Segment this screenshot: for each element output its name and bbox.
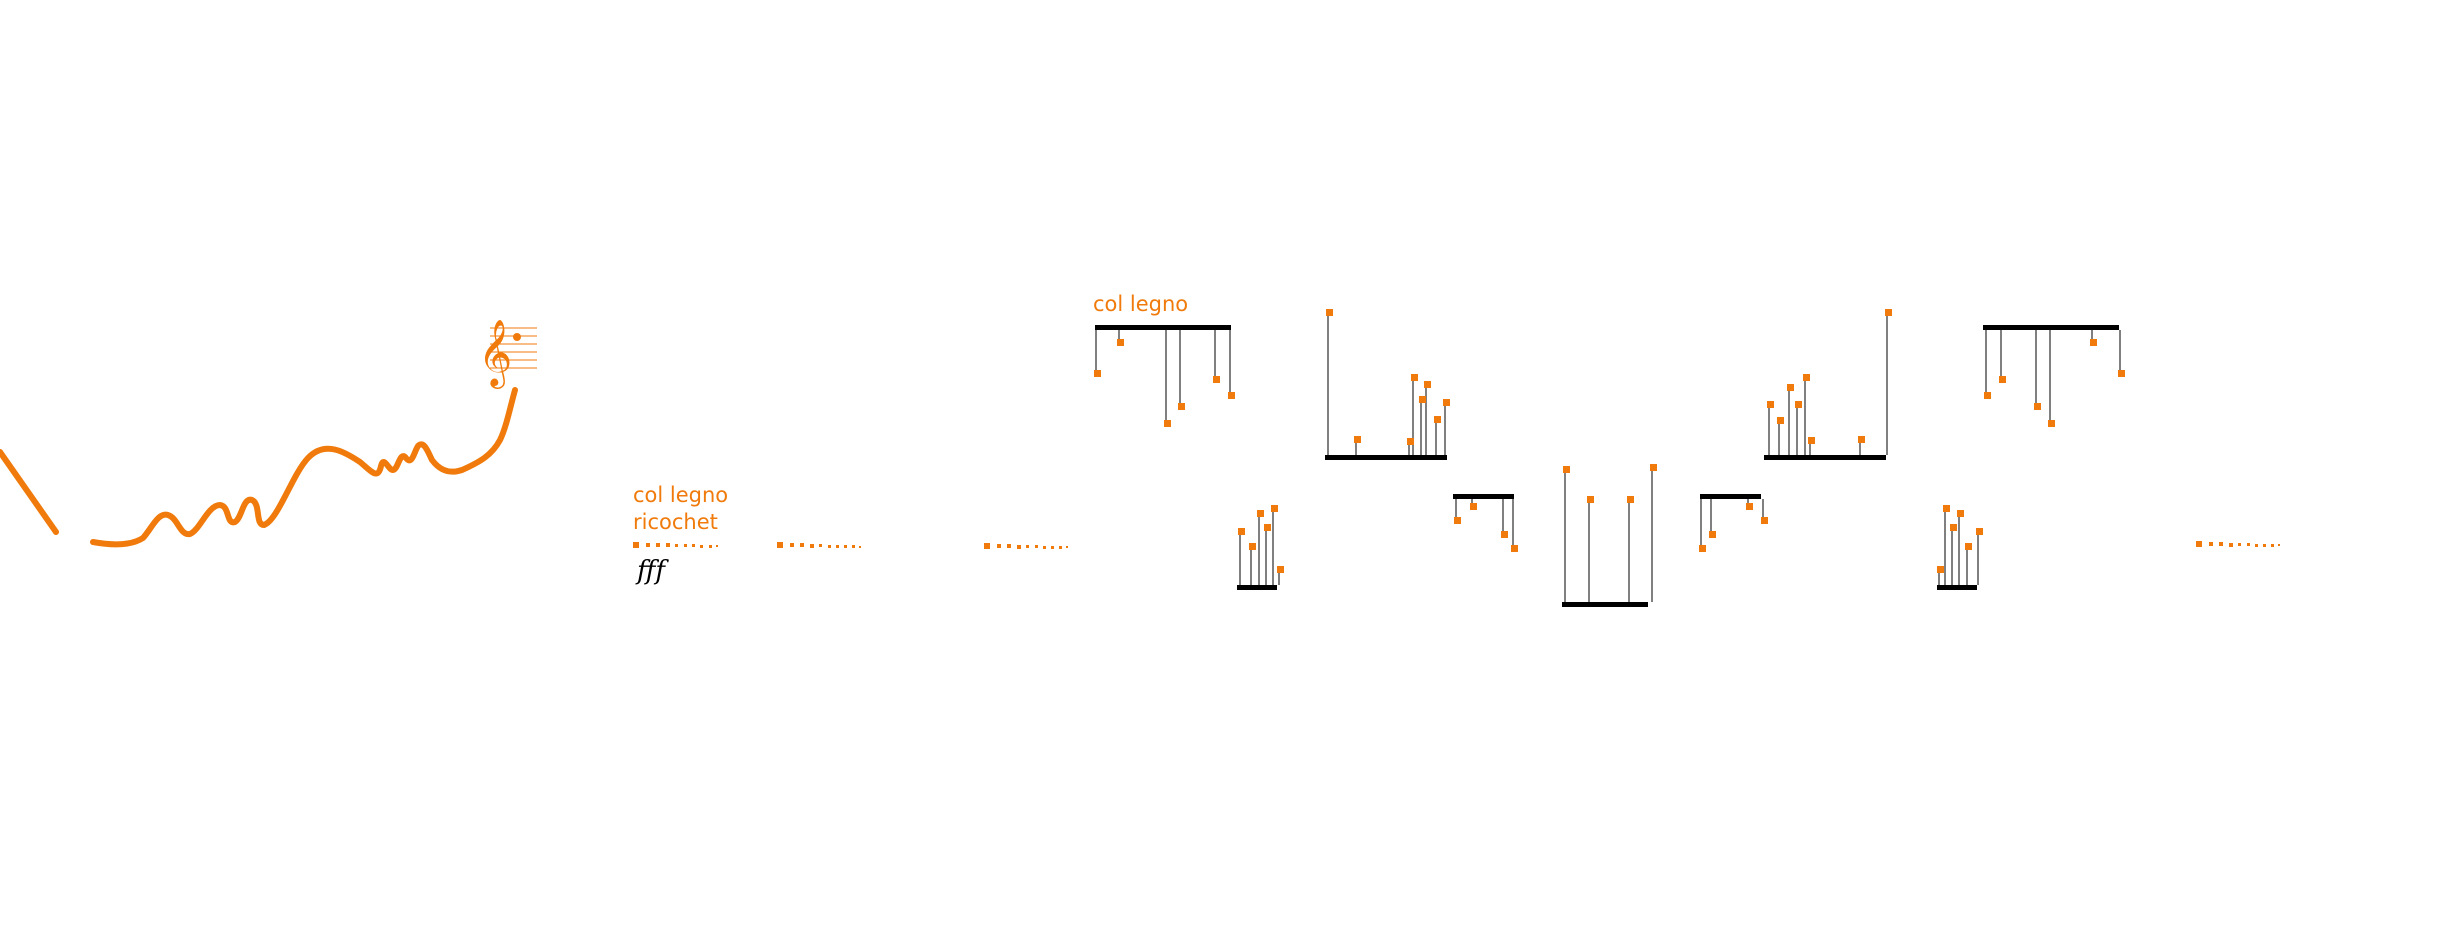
treble-clef-staff	[490, 327, 537, 369]
treble-clef-icon: 𝄞	[478, 318, 512, 389]
beam	[1983, 325, 2119, 330]
note-group	[1094, 325, 1235, 427]
note-group	[1699, 494, 1768, 552]
beam	[1562, 602, 1648, 607]
note-group	[1562, 464, 1657, 607]
ricochet-run	[777, 542, 861, 548]
note-group	[1453, 494, 1518, 552]
note-group	[1983, 325, 2125, 427]
beam	[1237, 585, 1277, 590]
technique-label-lower-1: col legno	[633, 483, 729, 507]
ricochet-run	[633, 542, 718, 548]
beam	[1095, 325, 1231, 330]
dynamic-marking: fff	[637, 556, 666, 586]
note-group	[1764, 309, 1892, 460]
technique-label-lower-2: ricochet	[633, 510, 718, 534]
glissando-wave	[0, 387, 518, 548]
note-group	[1937, 505, 1983, 590]
beam	[1764, 455, 1886, 460]
notehead-dot	[513, 333, 521, 341]
beam	[1937, 585, 1977, 590]
wave-segment-left	[0, 449, 59, 535]
technique-label-upper: col legno	[1093, 292, 1189, 316]
beam	[1453, 494, 1514, 499]
note-group	[1325, 309, 1450, 460]
ricochet-run	[984, 543, 1068, 549]
beam	[1325, 455, 1447, 460]
wave-segment-main	[90, 387, 518, 548]
beam	[1700, 494, 1761, 499]
ricochet-run	[2196, 541, 2280, 547]
note-group	[1237, 505, 1284, 590]
